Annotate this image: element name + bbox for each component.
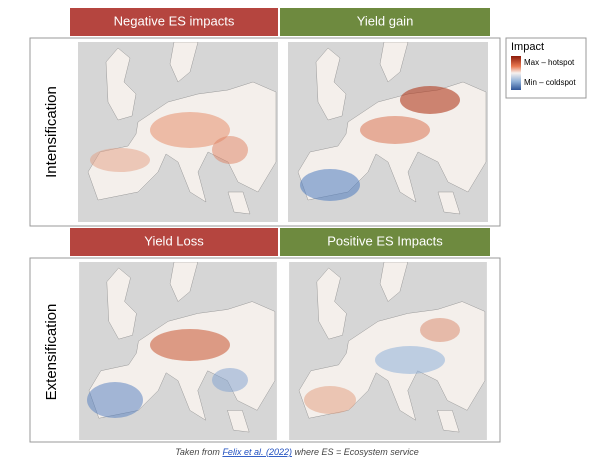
header-bar — [70, 8, 278, 36]
map — [78, 42, 278, 222]
caption-text: Taken from — [175, 447, 222, 457]
caption-link[interactable]: Felix et al. (2022) — [222, 447, 292, 457]
header: Negative ES impacts — [114, 13, 235, 28]
map — [78, 262, 278, 440]
legend-item: Max – hotspot — [524, 58, 575, 67]
header-bar — [280, 8, 490, 36]
map — [287, 42, 489, 222]
map — [288, 262, 488, 440]
header: Yield gain — [357, 13, 414, 28]
legend-ramp — [511, 56, 521, 90]
header-bar — [70, 228, 278, 256]
header: Yield Loss — [144, 233, 204, 248]
legend-item: Min – coldspot — [524, 78, 576, 87]
row-label: Extensification — [43, 304, 60, 401]
row-label: Intensification — [43, 86, 60, 178]
caption-text: where ES = Ecosystem service — [292, 447, 419, 457]
header-bar — [280, 228, 490, 256]
header: Positive ES Impacts — [327, 233, 443, 248]
legend-title: Impact — [511, 41, 544, 53]
caption: Taken from Felix et al. (2022) where ES … — [175, 447, 419, 457]
